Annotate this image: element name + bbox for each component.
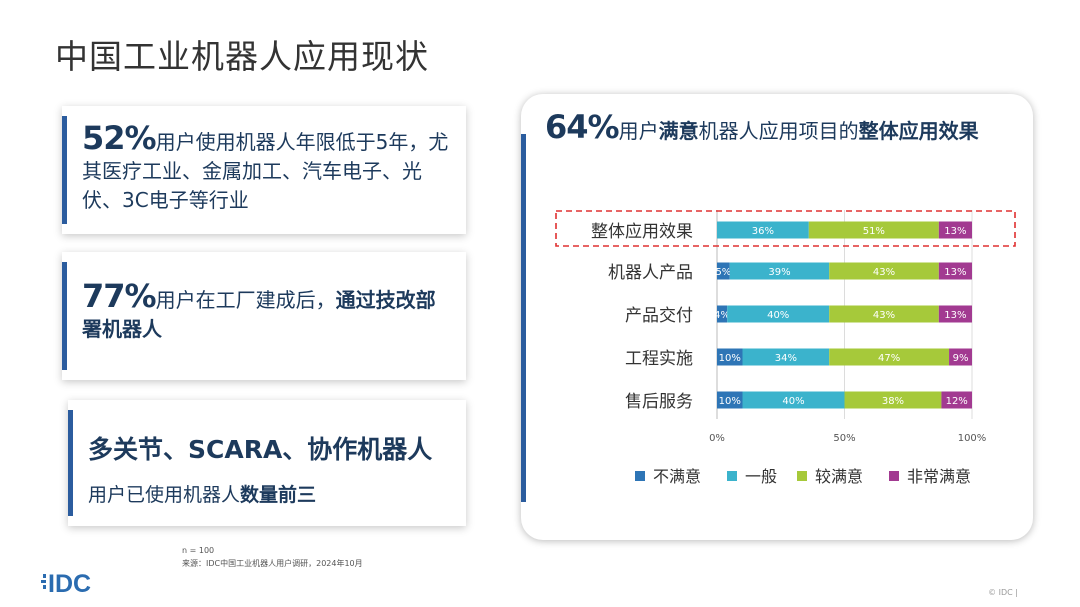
legend-swatch bbox=[727, 471, 737, 481]
category-label: 售后服务 bbox=[625, 392, 693, 412]
bar-segment bbox=[829, 305, 939, 323]
chart-title: 64%用户满意机器人应用项目的整体应用效果 bbox=[545, 111, 1015, 146]
subline-plain: 用户已使用机器人 bbox=[88, 484, 241, 506]
data-label: 43% bbox=[873, 267, 895, 278]
stat-card-retrofit: 77%用户在工厂建成后，通过技改部署机器人 bbox=[62, 252, 466, 380]
stat-description-bold: 通过技改部署机器人 bbox=[82, 288, 436, 341]
data-label: 51% bbox=[863, 226, 885, 237]
bar-segment bbox=[829, 348, 950, 366]
bar-segment bbox=[808, 221, 939, 239]
stat-card-robot-types: 多关节、SCARA、协作机器人 用户已使用机器人数量前三 bbox=[68, 400, 466, 526]
page-title: 中国工业机器人应用现状 bbox=[55, 37, 429, 76]
bar-segment bbox=[717, 305, 728, 323]
data-label: 40% bbox=[767, 310, 789, 321]
data-label: 10% bbox=[719, 396, 741, 407]
chart-title-part: 机器人应用项目的 bbox=[698, 119, 859, 143]
robot-types-subline: 用户已使用机器人数量前三 bbox=[88, 480, 316, 507]
bar-segment bbox=[717, 262, 730, 280]
chart-title-part-bold: 满意 bbox=[658, 119, 699, 143]
highlight-box bbox=[555, 210, 1016, 247]
bar-segment bbox=[949, 348, 972, 366]
data-label: 13% bbox=[944, 267, 966, 278]
bar-segment bbox=[729, 262, 830, 280]
legend-swatch bbox=[889, 471, 899, 481]
x-tick-label: 50% bbox=[833, 433, 855, 444]
legend-label: 较满意 bbox=[815, 467, 863, 486]
chart-title-part: 用户 bbox=[618, 119, 659, 143]
idc-logo-icon: IDC bbox=[41, 570, 91, 598]
panel-accent-bar bbox=[521, 134, 526, 502]
bar-segment bbox=[938, 221, 972, 239]
data-label: 43% bbox=[873, 310, 895, 321]
card-accent-bar bbox=[62, 116, 67, 224]
chart-title-part-bold: 整体应用效果 bbox=[858, 119, 979, 143]
card-accent-bar bbox=[62, 262, 67, 370]
data-label: 9% bbox=[953, 353, 969, 364]
footer-copyright: © IDC | bbox=[988, 588, 1018, 597]
idc-logo: IDC bbox=[40, 568, 130, 602]
card-accent-bar bbox=[68, 410, 73, 516]
bar-segment bbox=[717, 348, 743, 366]
bar-segment bbox=[938, 262, 972, 280]
x-tick-label: 100% bbox=[958, 433, 987, 444]
legend-label: 一般 bbox=[745, 467, 777, 486]
data-label: 13% bbox=[944, 310, 966, 321]
category-label: 产品交付 bbox=[625, 306, 693, 326]
data-label: 13% bbox=[944, 226, 966, 237]
stacked-bar-chart: 0% 50% 100% 整体应用效果 36% 51% 13% 机器人产品 5% 39% 43% 13%… bbox=[555, 210, 1016, 486]
stat-text: 52%用户使用机器人年限低于5年，尤其医疗工业、金属加工、汽车电子、光伏、3C电… bbox=[82, 122, 452, 215]
x-tick-label: 0% bbox=[709, 433, 725, 444]
data-label: 5% bbox=[715, 267, 731, 278]
data-label: 12% bbox=[946, 396, 968, 407]
category-label: 整体应用效果 bbox=[591, 222, 693, 242]
data-label: 10% bbox=[719, 353, 741, 364]
bar-segment bbox=[742, 391, 845, 409]
chart-panel: 64%用户满意机器人应用项目的整体应用效果 0% 50% 100% 整体应用效果 36%… bbox=[521, 94, 1033, 540]
source-note: 来源：IDC中国工业机器人用户调研，2024年10月 bbox=[182, 559, 363, 568]
legend-swatch bbox=[797, 471, 807, 481]
data-label: 36% bbox=[752, 226, 774, 237]
bar-segment bbox=[829, 262, 939, 280]
bar-segment bbox=[717, 391, 743, 409]
legend-swatch bbox=[635, 471, 645, 481]
data-label: 40% bbox=[782, 396, 804, 407]
legend-label: 非常满意 bbox=[907, 467, 971, 486]
stat-text: 77%用户在工厂建成后，通过技改部署机器人 bbox=[82, 280, 452, 344]
data-label: 39% bbox=[768, 267, 790, 278]
chart-title-percent: 64% bbox=[545, 108, 620, 146]
bar-segment bbox=[742, 348, 830, 366]
robot-types-headline: 多关节、SCARA、协作机器人 bbox=[88, 435, 433, 464]
data-label: 38% bbox=[882, 396, 904, 407]
category-label: 工程实施 bbox=[625, 349, 693, 369]
category-label: 机器人产品 bbox=[608, 263, 693, 283]
stat-percent: 77% bbox=[82, 277, 157, 315]
bar-segment bbox=[844, 391, 942, 409]
bar-segment bbox=[938, 305, 972, 323]
stat-description: 用户使用机器人年限低于5年，尤其医疗工业、金属加工、汽车电子、光伏、3C电子等行… bbox=[82, 130, 449, 212]
data-label: 4% bbox=[714, 310, 730, 321]
stat-percent: 52% bbox=[82, 119, 157, 157]
legend-label: 不满意 bbox=[653, 467, 701, 486]
logo-text: IDC bbox=[48, 570, 91, 598]
subline-bold: 数量前三 bbox=[240, 484, 317, 506]
bar-segment bbox=[727, 305, 830, 323]
sample-size-note: n = 100 bbox=[182, 546, 215, 555]
stat-description: 用户在工厂建成后， bbox=[155, 288, 336, 312]
stat-card-usage-years: 52%用户使用机器人年限低于5年，尤其医疗工业、金属加工、汽车电子、光伏、3C电… bbox=[62, 106, 466, 234]
bar-segment bbox=[717, 221, 809, 239]
bar-segment bbox=[941, 391, 972, 409]
data-label: 34% bbox=[775, 353, 797, 364]
data-label: 47% bbox=[878, 353, 900, 364]
